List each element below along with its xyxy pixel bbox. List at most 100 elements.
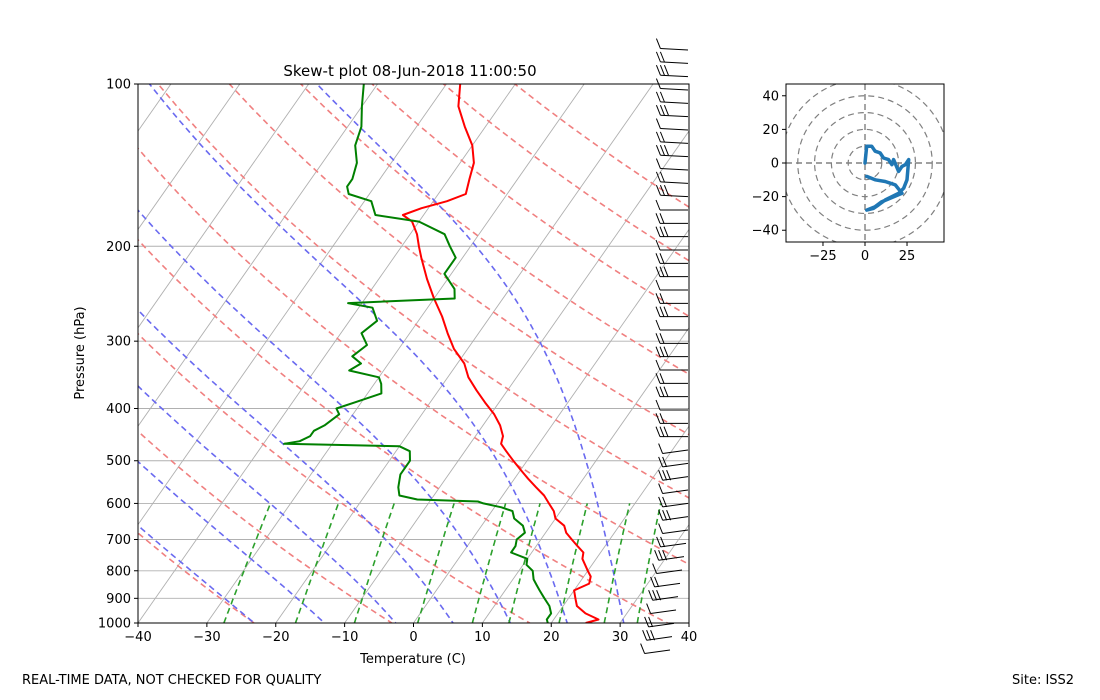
site-label: Site: ISS2 [1012, 673, 1075, 688]
x-tick-label: −30 [193, 630, 220, 645]
hodograph-x-tick-label: 0 [861, 249, 869, 264]
wind-barb-shaft [660, 74, 689, 78]
wind-barb-flag [663, 105, 669, 116]
wind-barb-flag [655, 253, 661, 264]
isotherm-line [138, 84, 516, 623]
isotherm-line [138, 84, 241, 231]
hodograph-ring [813, 111, 917, 215]
wind-barb-flag [655, 131, 661, 143]
wind-barb-shaft [660, 141, 689, 144]
wind-barb-flag [655, 426, 661, 437]
dry-adiabat-line [138, 430, 394, 623]
wind-barb-flag [646, 603, 652, 614]
wind-barb-flag [642, 630, 648, 641]
moist-adiabat-line [138, 524, 256, 623]
y-axis-ticks: 100 200 300 400 500 600 700 800 900 1000 [98, 78, 138, 632]
isotherm-line [619, 523, 689, 623]
x-tick-label: 40 [681, 630, 698, 645]
wind-barb-flag [655, 373, 661, 384]
isotherm-line [550, 425, 689, 623]
x-axis-label: Temperature (C) [359, 652, 466, 667]
wind-barb-flag [659, 413, 665, 424]
wind-barb-flag [655, 239, 661, 251]
wind-barb-flag [658, 470, 664, 481]
y-tick-label: 600 [106, 497, 131, 512]
isotherm-line [206, 84, 585, 623]
wind-barb-flag [663, 266, 669, 277]
wind-barb-flag [655, 158, 661, 169]
wind-barb-shaft [660, 154, 689, 158]
wind-barb-flag [660, 536, 666, 548]
hodograph-y-tick-label: 0 [771, 157, 779, 172]
wind-barb-flag [663, 65, 669, 76]
wind-barb-shaft [660, 101, 689, 104]
wind-barb-flag [655, 266, 661, 277]
wind-barb-flag [663, 386, 669, 397]
wind-barb-flag [648, 590, 654, 601]
hodograph-y-tick-label: −20 [752, 190, 779, 205]
dry-adiabat-line [138, 332, 532, 623]
wind-barb-flag [663, 226, 669, 237]
isotherm-line [344, 130, 689, 623]
wind-barb-shaft [660, 61, 689, 64]
background-lines [0, 72, 1100, 634]
wind-barb-flag [655, 105, 661, 116]
wind-barb-flag [650, 576, 656, 588]
hodograph-ticks: −25 0 25 40 20 0 −20 −40 [752, 89, 916, 264]
y-tick-label: 100 [106, 78, 131, 93]
wind-barb-flag [659, 145, 665, 156]
wind-barb-flag [650, 630, 656, 641]
isotherm-line [750, 72, 1100, 634]
mixing-ratio-line [471, 503, 507, 623]
profile-lines [283, 84, 600, 623]
skew-t-chart: Skew-t plot 08-Jun-2018 11:00:50 −40 −30−… [0, 38, 1100, 667]
wind-barb-flag [655, 145, 661, 156]
wind-barb-flag [662, 470, 668, 481]
hodograph-y-tick-label: 20 [762, 123, 779, 138]
wind-barb-flag [658, 443, 664, 454]
wind-barb-flag [644, 616, 650, 628]
wind-barb-flag [656, 590, 662, 601]
dry-adiabat-line [0, 84, 131, 634]
wind-barb-flag [655, 346, 661, 357]
y-tick-label: 300 [106, 335, 131, 350]
y-tick-label: 500 [106, 454, 131, 469]
hodograph-x-tick-label: −25 [809, 249, 836, 264]
wind-barb-flag [655, 91, 661, 103]
wind-barb-flag [663, 426, 669, 437]
wind-barb-flag [652, 563, 658, 574]
isotherm-line [138, 84, 310, 329]
dry-adiabat-line [157, 84, 689, 499]
dry-adiabat-line [138, 238, 670, 623]
wind-barb-flag [658, 510, 664, 521]
dewpoint-line [283, 84, 553, 623]
wind-barb-flag [655, 226, 661, 237]
wind-barb-flag [658, 550, 664, 561]
moist-adiabat-line [316, 84, 625, 623]
mixing-ratio-line [558, 503, 589, 623]
wind-barb-flag [659, 185, 665, 196]
isotherm-line [819, 72, 1100, 634]
wind-barb-flag [659, 91, 665, 103]
hodograph-rings [786, 84, 944, 242]
wind-barb-flag [640, 643, 646, 654]
wind-barb-flag [655, 118, 661, 129]
wind-barb-flag [662, 550, 668, 561]
wind-barb-shaft [662, 489, 689, 495]
isotherm-line [275, 84, 654, 623]
wind-barb-shaft [656, 569, 683, 575]
y-tick-label: 400 [106, 402, 131, 417]
wind-barb-flag [655, 333, 661, 344]
wind-barb-shaft [644, 649, 671, 655]
moist-adiabat-line [138, 209, 512, 623]
mixing-ratio-line [603, 503, 631, 623]
wind-barb-flag [655, 185, 661, 196]
wind-barb-flag [659, 131, 665, 143]
wind-barb-shaft [660, 128, 689, 131]
wind-barb-flag [655, 359, 661, 371]
wind-barb-flag [659, 65, 665, 76]
wind-barbs [640, 38, 689, 655]
isotherm-line [0, 72, 42, 634]
wind-barb-flag [655, 51, 661, 63]
wind-barb-shaft [660, 88, 689, 91]
